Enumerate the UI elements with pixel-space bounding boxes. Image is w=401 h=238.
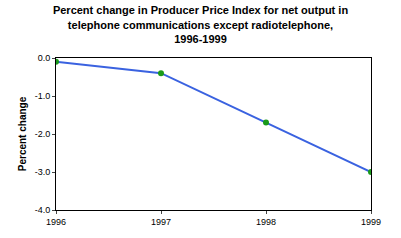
svg-text:-2.0: -2.0 bbox=[35, 129, 51, 139]
svg-text:0.0: 0.0 bbox=[38, 53, 51, 63]
svg-text:1999: 1999 bbox=[361, 217, 381, 227]
svg-text:1998: 1998 bbox=[256, 217, 276, 227]
svg-text:-3.0: -3.0 bbox=[35, 167, 51, 177]
svg-text:1996: 1996 bbox=[46, 217, 66, 227]
svg-text:-1.0: -1.0 bbox=[35, 91, 51, 101]
svg-text:Percent change: Percent change bbox=[17, 96, 28, 171]
svg-text:Percent change in Producer Pri: Percent change in Producer Price Index f… bbox=[53, 4, 348, 45]
svg-text:1997: 1997 bbox=[151, 217, 171, 227]
svg-text:-4.0: -4.0 bbox=[35, 205, 51, 215]
